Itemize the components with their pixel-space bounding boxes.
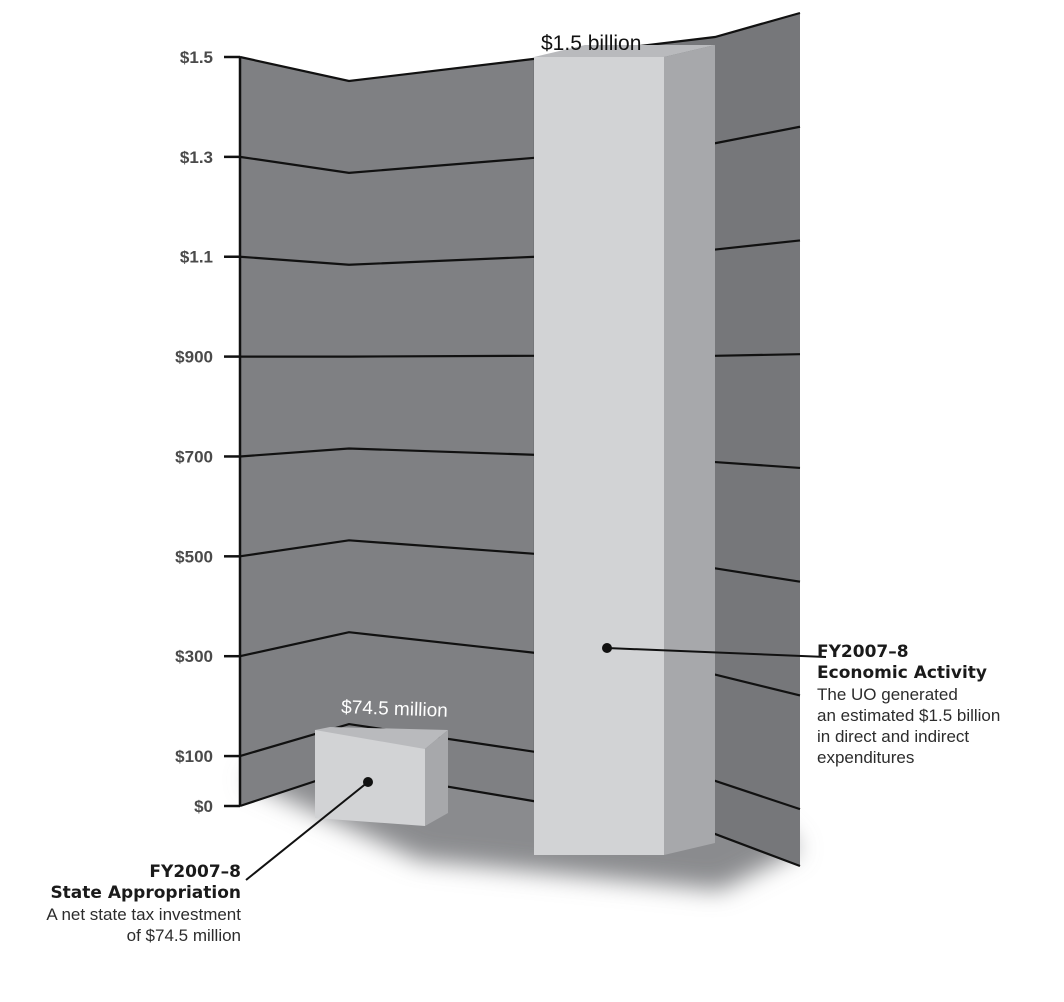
annotation-state-appropriation: FY2007–8 State Appropriation A net state…: [46, 862, 241, 946]
annotation-title: FY2007–8: [817, 642, 909, 662]
y-tick-label: $500: [175, 547, 213, 566]
bar-value-label-state: $74.5 million: [341, 697, 448, 722]
gridlines: [239, 11, 801, 868]
back-wall-left: [240, 57, 533, 806]
annotation-economic-activity: FY2007–8 Economic Activity The UO genera…: [817, 642, 1000, 768]
bar-economic-activity-side: [664, 45, 715, 855]
annotation-line: of $74.5 million: [126, 926, 241, 945]
gridline: [240, 353, 801, 358]
gridline: [239, 539, 801, 583]
bars: [315, 45, 715, 855]
value-labels: $1.5 billion $74.5 million: [341, 32, 642, 722]
leader-line-state: [245, 781, 369, 881]
bar-state-appropriation-side: [425, 730, 448, 826]
annotation-line: an estimated $1.5 billion: [817, 706, 1001, 725]
y-axis: $0 $100 $300 $500 $700 $900 $1.1 $1.3 $1.5: [175, 48, 242, 816]
annotation-line: expenditures: [817, 748, 915, 767]
annotation-subtitle: Economic Activity: [817, 663, 987, 683]
gridline: [239, 447, 801, 470]
gridline: [239, 239, 801, 266]
annotation-title: FY2007–8: [149, 862, 241, 882]
y-tick-label: $1.1: [180, 248, 213, 267]
gridline: [239, 11, 801, 83]
annotation-line: A net state tax investment: [46, 905, 241, 924]
y-tick-label: $1.3: [180, 148, 213, 167]
y-tick-label: $100: [175, 747, 213, 766]
y-tick-label: $300: [175, 647, 213, 666]
y-tick-label: $1.5: [180, 48, 213, 67]
leader-line-economic: [606, 647, 827, 658]
bar-value-label-economic: $1.5 billion: [541, 32, 641, 55]
gridline: [239, 722, 801, 811]
annotation-line: in direct and indirect: [817, 727, 970, 746]
bar-economic-activity-front: [534, 57, 664, 855]
annotation-line: The UO generated: [817, 685, 958, 704]
bar-state-appropriation: [315, 727, 448, 826]
gridline: [239, 768, 801, 868]
annotation-subtitle: State Appropriation: [50, 883, 241, 903]
gridline: [239, 125, 801, 174]
gridline: [239, 631, 801, 697]
y-tick-label: $0: [194, 797, 213, 816]
bar-economic-activity-top: [534, 45, 715, 57]
y-tick-label: $700: [175, 447, 213, 466]
bar-economic-activity: [534, 45, 715, 855]
y-tick-label: $900: [175, 348, 213, 367]
leader-lines: [245, 643, 827, 881]
